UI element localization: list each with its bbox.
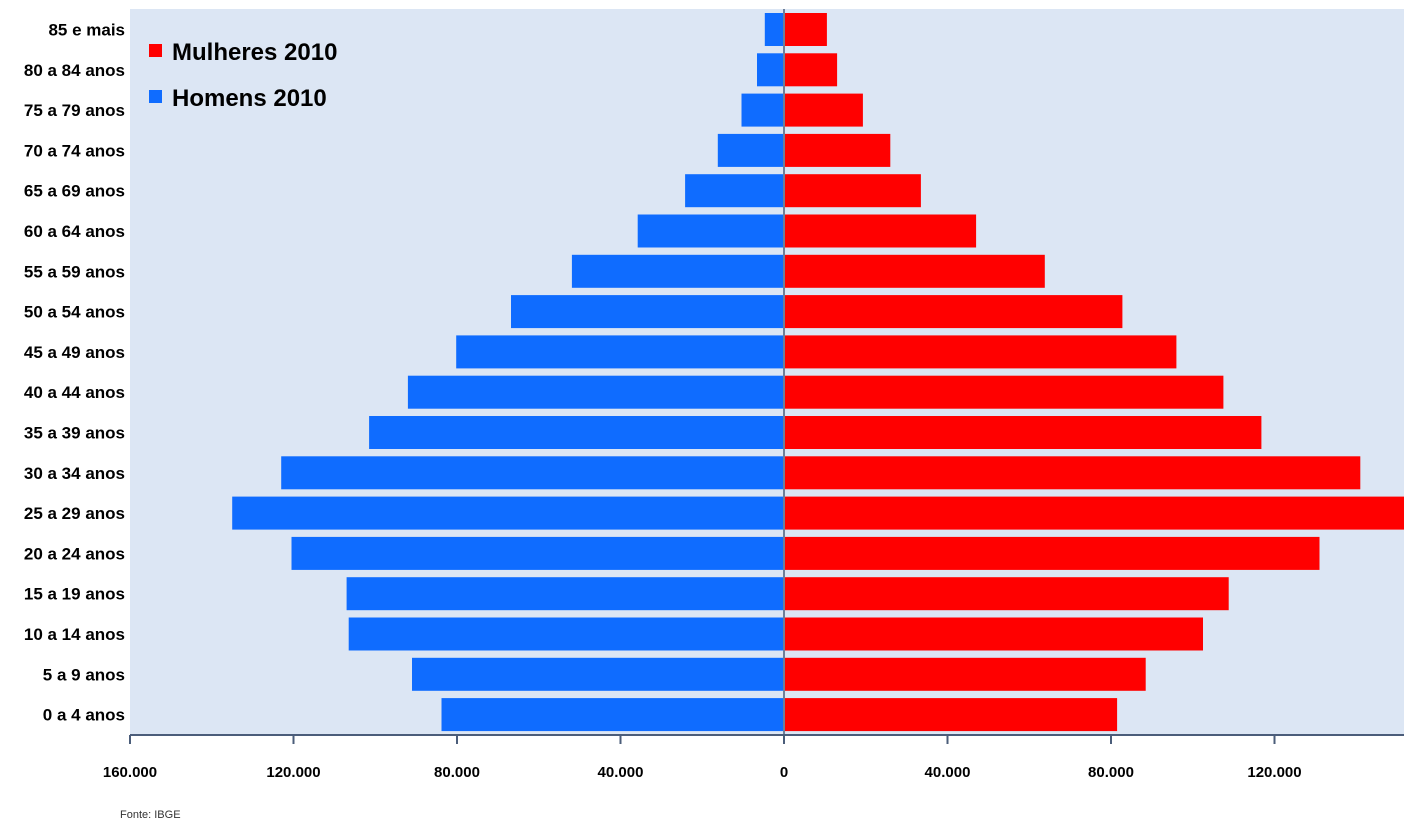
bar-homens-3 <box>717 133 784 167</box>
bar-mulheres-11 <box>784 456 1361 490</box>
bar-homens-9 <box>407 375 784 409</box>
category-label: 60 a 64 anos <box>24 222 125 241</box>
bar-homens-8 <box>456 335 784 369</box>
category-label: 35 a 39 anos <box>24 424 125 443</box>
bar-mulheres-7 <box>784 295 1123 329</box>
bars-group <box>232 13 1404 732</box>
x-axis-ticks: 160.000 120.000 80.000 40.000 0 40.000 80.000 1… <box>103 735 1302 781</box>
bar-homens-7 <box>511 295 784 329</box>
bar-mulheres-3 <box>784 133 891 167</box>
bar-homens-4 <box>685 174 784 208</box>
category-label: 70 a 74 anos <box>24 141 125 160</box>
bar-mulheres-8 <box>784 335 1177 369</box>
bar-homens-10 <box>369 416 784 449</box>
x-tick-label: 160.000 <box>103 764 157 781</box>
x-tick-label: 0 <box>780 764 788 781</box>
category-label: 55 a 59 anos <box>24 262 125 281</box>
x-tick-label: 120.000 <box>1247 764 1301 781</box>
category-label: 0 a 4 anos <box>43 706 125 725</box>
bar-homens-6 <box>571 254 784 288</box>
x-tick-label: 80.000 <box>1088 764 1134 781</box>
legend: Mulheres 2010 Homens 2010 <box>149 39 337 112</box>
bar-mulheres-5 <box>784 214 977 248</box>
bar-homens-1 <box>757 53 784 87</box>
bar-mulheres-1 <box>784 53 838 87</box>
category-label: 40 a 44 anos <box>24 383 125 402</box>
bar-mulheres-12 <box>784 496 1404 530</box>
category-label: 80 a 84 anos <box>24 61 125 80</box>
bar-homens-15 <box>348 617 784 651</box>
bar-homens-17 <box>441 698 784 732</box>
bar-mulheres-6 <box>784 254 1045 288</box>
bar-mulheres-14 <box>784 577 1229 611</box>
bar-homens-14 <box>346 577 784 611</box>
bar-homens-11 <box>281 456 784 490</box>
category-label: 85 e mais <box>48 21 125 40</box>
bar-homens-13 <box>291 536 784 570</box>
bar-mulheres-10 <box>784 416 1262 449</box>
x-tick-label: 120.000 <box>266 764 320 781</box>
legend-label-mulheres: Mulheres 2010 <box>172 39 337 66</box>
category-label: 30 a 34 anos <box>24 464 125 483</box>
category-label: 5 a 9 anos <box>43 665 125 684</box>
x-tick-label: 40.000 <box>925 764 971 781</box>
category-label: 20 a 24 anos <box>24 544 125 563</box>
category-labels: 85 e mais 80 a 84 anos 75 a 79 anos 70 a 74… <box>24 21 125 725</box>
category-label: 45 a 49 anos <box>24 343 125 362</box>
category-label: 50 a 54 anos <box>24 303 125 322</box>
x-tick-label: 80.000 <box>434 764 480 781</box>
legend-swatch-homens <box>149 90 162 103</box>
x-tick-label: 40.000 <box>598 764 644 781</box>
bar-mulheres-0 <box>784 13 827 46</box>
bar-mulheres-17 <box>784 698 1118 732</box>
bar-mulheres-16 <box>784 657 1146 691</box>
category-label: 75 a 79 anos <box>24 101 125 120</box>
category-label: 10 a 14 anos <box>24 625 125 644</box>
plot-area <box>130 9 1404 735</box>
bar-mulheres-9 <box>784 375 1224 409</box>
category-label: 65 a 69 anos <box>24 182 125 201</box>
category-label: 15 a 19 anos <box>24 585 125 604</box>
bar-mulheres-4 <box>784 174 921 208</box>
legend-swatch-mulheres <box>149 44 162 57</box>
bar-mulheres-2 <box>784 93 863 127</box>
source-note: Fonte: IBGE <box>120 809 181 819</box>
bar-homens-0 <box>764 13 784 46</box>
bar-mulheres-13 <box>784 536 1320 570</box>
bar-homens-2 <box>741 93 784 127</box>
bar-homens-16 <box>412 657 784 691</box>
bar-homens-12 <box>232 496 784 530</box>
category-label: 25 a 29 anos <box>24 504 125 523</box>
legend-label-homens: Homens 2010 <box>172 85 327 112</box>
bar-homens-5 <box>637 214 784 248</box>
bar-mulheres-15 <box>784 617 1203 651</box>
